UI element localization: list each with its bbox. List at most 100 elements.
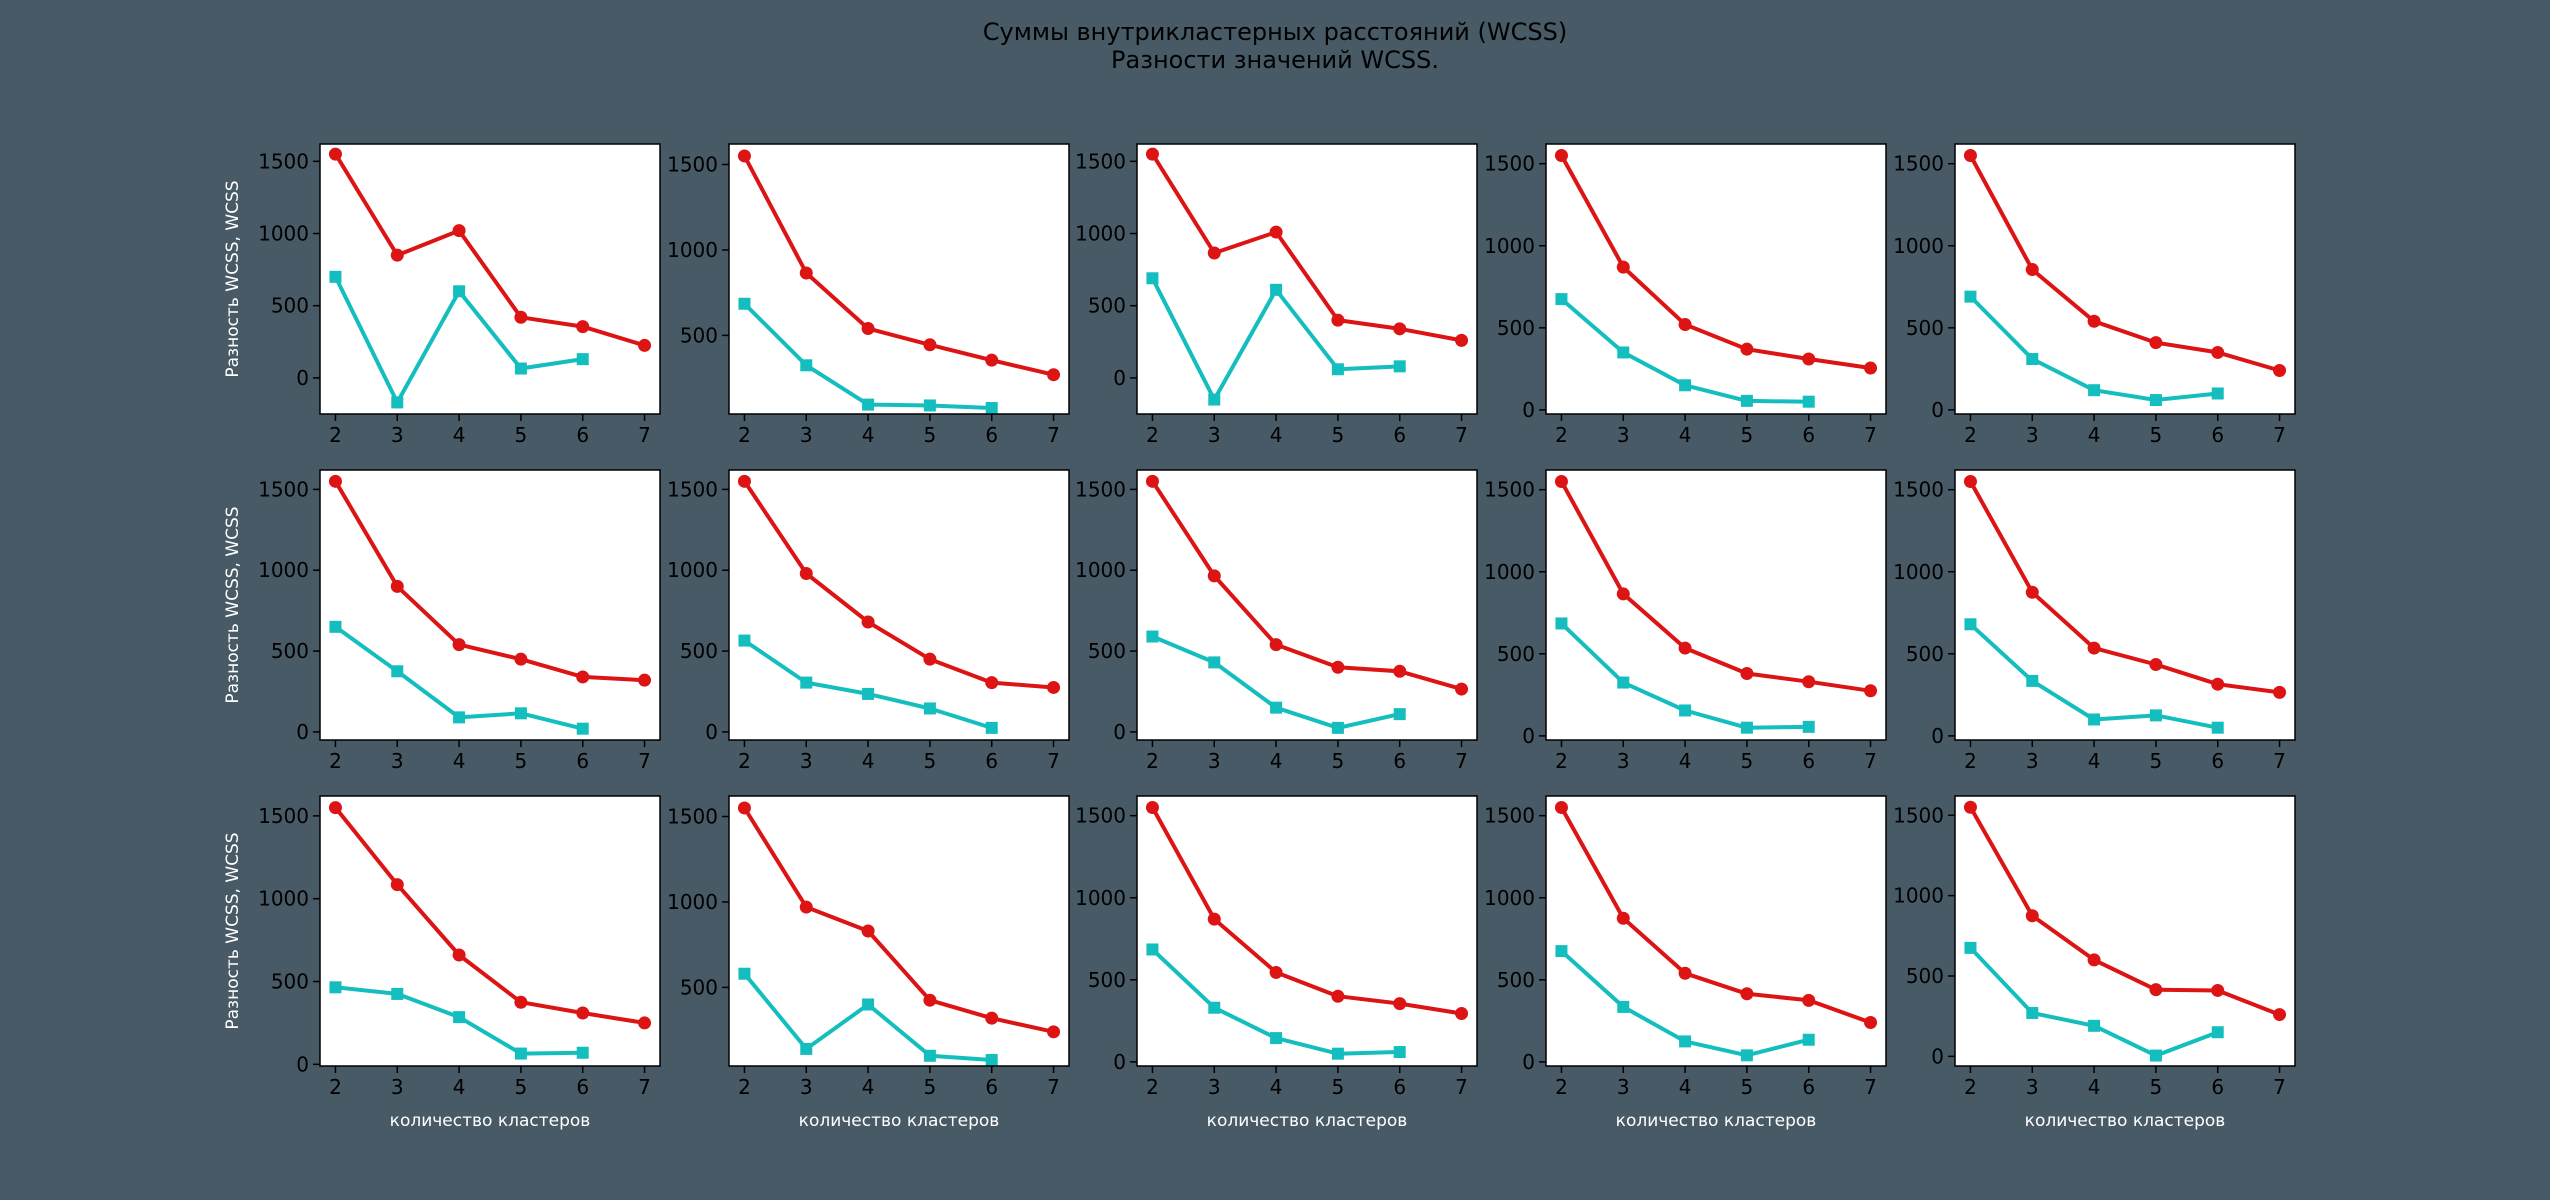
- axes-background: [1546, 470, 1886, 740]
- wcss-point: [799, 566, 813, 580]
- wcss-diff-point: [1393, 1046, 1406, 1059]
- x-tick-label: 5: [515, 749, 528, 773]
- x-tick-label: 4: [1270, 749, 1283, 773]
- wcss-point: [1678, 318, 1692, 332]
- wcss-point: [328, 147, 342, 161]
- y-tick-label: 0: [1931, 1044, 1944, 1068]
- wcss-diff-point: [800, 359, 813, 372]
- wcss-point: [1393, 664, 1407, 678]
- wcss-point: [1047, 1025, 1061, 1039]
- wcss-point: [799, 900, 813, 914]
- x-tick-label: 2: [1555, 1075, 1568, 1099]
- wcss-diff-point: [1802, 720, 1815, 733]
- subplot-1: 0 500 1000 1500 2 3 4 5 6 7 Разность WCSS, WCSS: [223, 143, 661, 447]
- y-tick-label: 500: [271, 639, 309, 663]
- wcss-point: [638, 1016, 652, 1030]
- wcss-diff-point: [862, 398, 875, 411]
- x-tick-label: 6: [576, 423, 589, 447]
- y-tick-label: 1500: [667, 805, 718, 829]
- axes-frame: [319, 143, 661, 415]
- x-tick-label: 4: [1679, 749, 1692, 773]
- x-tick-label: 5: [515, 423, 528, 447]
- wcss-point: [2149, 983, 2163, 997]
- wcss-diff-point: [576, 722, 589, 735]
- wcss-line: [1968, 480, 2280, 695]
- axes-background: [1955, 144, 2295, 414]
- y-tick-label: 1000: [258, 222, 309, 246]
- axes-background: [320, 796, 660, 1066]
- x-tick-label: 5: [2150, 423, 2163, 447]
- wcss-point: [861, 924, 875, 938]
- wcss-point: [1740, 342, 1754, 356]
- wcss-diff-point: [1555, 945, 1568, 958]
- y-tick-label: 1000: [1075, 558, 1126, 582]
- wcss-diff-point: [800, 676, 813, 689]
- wcss-diff-point: [576, 1046, 589, 1059]
- x-tick-label: 7: [638, 1075, 651, 1099]
- wcss-point: [1393, 997, 1407, 1011]
- wcss-point: [452, 224, 466, 238]
- wcss-point: [1802, 352, 1816, 366]
- x-tick-label: 7: [2273, 1075, 2286, 1099]
- y-tick-label: 1000: [1893, 884, 1944, 908]
- x-tick-label: 5: [924, 749, 937, 773]
- x-tick-label: 7: [1047, 749, 1060, 773]
- wcss-diff-point: [1679, 379, 1692, 392]
- y-tick-label: 1000: [1893, 234, 1944, 258]
- wcss-line: [1150, 480, 1463, 692]
- subplot-15: 0 500 1000 1500 2 3 4 5 6 7 количество кластеров: [1893, 795, 2296, 1131]
- wcss-point: [638, 673, 652, 687]
- x-tick-label: 3: [1617, 749, 1630, 773]
- wcss-diff-point: [2026, 353, 2039, 366]
- x-tick-label: 5: [1741, 423, 1754, 447]
- x-tick-label: 2: [738, 423, 751, 447]
- x-tick-label: 7: [1047, 1075, 1060, 1099]
- x-tick-label: 6: [2211, 749, 2224, 773]
- wcss-diff-point: [2211, 721, 2224, 734]
- wcss-point: [2087, 953, 2101, 967]
- wcss-point: [1455, 1006, 1469, 1020]
- wcss-diff-point: [1146, 630, 1159, 643]
- x-axis-label: количество кластеров: [799, 1111, 1000, 1131]
- wcss-diff-point: [1964, 618, 1977, 631]
- subplot-11: 0 500 1000 1500 2 3 4 5 6 7 Разность WCSS, WCSS кол…: [223, 795, 661, 1131]
- wcss-diff-point: [1146, 272, 1159, 285]
- x-tick-label: 2: [738, 749, 751, 773]
- axes-frame: [1545, 469, 1887, 741]
- x-tick-label: 5: [1332, 423, 1345, 447]
- x-tick-label: 2: [1555, 423, 1568, 447]
- wcss-diff-point: [2211, 387, 2224, 400]
- wcss-point: [1207, 246, 1221, 260]
- subplot-8: 0 500 1000 1500 2 3 4 5 6 7: [1075, 469, 1478, 773]
- axes-background: [729, 470, 1069, 740]
- axes-frame: [1954, 143, 2296, 415]
- wcss-point: [1145, 147, 1159, 161]
- wcss-point: [985, 1011, 999, 1025]
- wcss-line: [333, 806, 645, 1025]
- wcss-point: [576, 1006, 590, 1020]
- y-tick-label: 500: [1906, 964, 1944, 988]
- axes-frame: [319, 469, 661, 741]
- x-tick-label: 2: [1146, 423, 1159, 447]
- x-tick-label: 7: [1455, 749, 1468, 773]
- wcss-diff-point: [985, 1054, 998, 1067]
- wcss-point: [576, 320, 590, 334]
- wcss-line: [742, 480, 1054, 690]
- y-tick-label: 1500: [667, 153, 718, 177]
- x-tick-label: 4: [862, 423, 875, 447]
- y-tick-label: 0: [1113, 1050, 1126, 1074]
- x-tick-label: 6: [1802, 1075, 1815, 1099]
- wcss-line: [742, 155, 1054, 377]
- y-tick-label: 1000: [667, 558, 718, 582]
- y-tick-label: 500: [1497, 968, 1535, 992]
- x-axis-label: количество кластеров: [1616, 1111, 1817, 1131]
- wcss-point: [861, 615, 875, 629]
- x-tick-label: 3: [391, 423, 404, 447]
- y-tick-label: 500: [1497, 316, 1535, 340]
- axes-background: [1955, 796, 2295, 1066]
- wcss-point: [2273, 364, 2287, 378]
- wcss-diff-point: [2088, 384, 2101, 397]
- x-tick-label: 2: [1964, 1075, 1977, 1099]
- wcss-diff-point: [329, 270, 342, 283]
- subplot-13: 0 500 1000 1500 2 3 4 5 6 7 количество кластеров: [1075, 795, 1478, 1131]
